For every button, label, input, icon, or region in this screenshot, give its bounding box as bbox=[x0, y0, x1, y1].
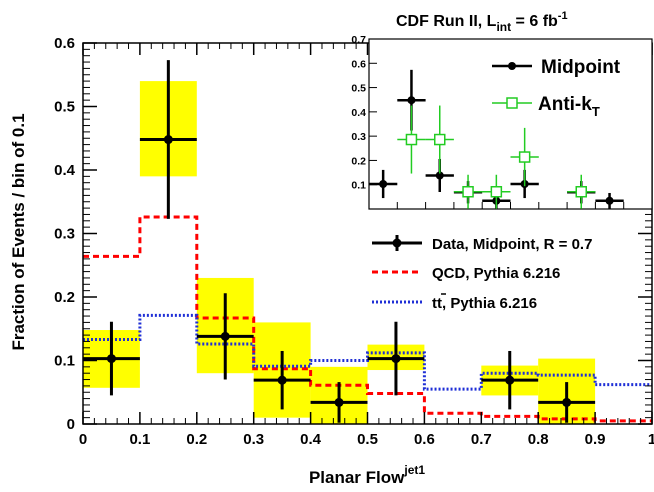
legend-ttbar-t: t bbox=[432, 295, 437, 312]
data-point-7 bbox=[562, 397, 572, 407]
x-axis-label-main: Planar Flow bbox=[309, 468, 405, 487]
inset-y-tick-label-4: 0.4 bbox=[351, 107, 366, 119]
inset-y-tick-label-6: 0.6 bbox=[351, 58, 366, 70]
inset-antikt-point-0 bbox=[405, 133, 418, 146]
data-point-3 bbox=[277, 375, 287, 385]
inset-legend-midpoint-label: Midpoint bbox=[541, 57, 621, 78]
inset-y-tick-label-5: 0.5 bbox=[351, 83, 366, 95]
x-tick-label-7: 0.7 bbox=[471, 431, 492, 448]
data-point-0 bbox=[106, 354, 116, 364]
inset-legend-antikt-sub: T bbox=[592, 104, 600, 119]
x-tick-label-8: 0.8 bbox=[528, 431, 549, 448]
title-subscript: int bbox=[496, 20, 511, 34]
inset-midpoint-point-1 bbox=[407, 96, 416, 105]
y-tick-label-5: 0.5 bbox=[54, 99, 75, 116]
x-axis-label: Planar Flowjet1 bbox=[309, 463, 425, 487]
title-superscript: -1 bbox=[558, 10, 568, 22]
x-axis-label-superscript: jet1 bbox=[403, 463, 425, 477]
inset-antikt-point-4 bbox=[518, 151, 531, 163]
x-tick-label-2: 0.2 bbox=[186, 431, 207, 448]
legend-qcd-label: QCD, Pythia 6.216 bbox=[432, 265, 560, 282]
inset-legend-antikt-main: Anti-k bbox=[538, 94, 592, 115]
x-tick-label-9: 0.9 bbox=[585, 431, 606, 448]
legend-data-marker bbox=[392, 238, 402, 248]
y-tick-label-0: 0 bbox=[67, 416, 75, 433]
data-point-5 bbox=[391, 354, 401, 364]
main-legend: Data, Midpoint, R = 0.7 QCD, Pythia 6.21… bbox=[372, 235, 592, 312]
main-axes: 0 0.1 0.2 0.3 0.4 0.5 0.6 0.7 0.8 0.9 1 0 0.1 0.2 0.3 0… bbox=[54, 35, 654, 448]
y-tick-label-1: 0.1 bbox=[54, 353, 75, 370]
title-value: = 6 fb bbox=[511, 13, 558, 30]
inset-legend: Midpoint Anti-kT bbox=[492, 57, 621, 119]
inset-midpoint-point-0 bbox=[379, 179, 388, 188]
ttbar-histogram bbox=[83, 313, 652, 391]
data-point-1 bbox=[163, 135, 173, 145]
y-tick-label-3: 0.3 bbox=[54, 226, 75, 243]
x-tick-label-0: 0 bbox=[79, 431, 87, 448]
x-tick-label-6: 0.6 bbox=[414, 431, 435, 448]
inset-midpoint-point-7 bbox=[605, 196, 614, 205]
y-tick-label-2: 0.2 bbox=[54, 289, 75, 306]
x-tick-label-4: 0.4 bbox=[300, 431, 322, 448]
data-points bbox=[83, 60, 596, 423]
inset-y-tick-label-3: 0.3 bbox=[351, 131, 366, 143]
inset-y-tick-label-2: 0.2 bbox=[351, 155, 366, 167]
legend-data-label: Data, Midpoint, R = 0.7 bbox=[432, 236, 592, 253]
data-point-2 bbox=[220, 331, 230, 341]
inset-antikt-point-1 bbox=[434, 133, 446, 146]
mc-histograms bbox=[83, 215, 652, 423]
data-point-4 bbox=[334, 397, 344, 407]
x-tick-label-1: 0.1 bbox=[129, 431, 150, 448]
data-point-6 bbox=[505, 375, 515, 385]
inset-antikt-point-2 bbox=[462, 186, 474, 198]
inset-antikt-point-5 bbox=[575, 186, 587, 198]
inset-antikt-point-3 bbox=[490, 186, 503, 198]
inset-legend-antikt-label: Anti-kT bbox=[538, 94, 600, 119]
x-tick-label-10: 1 bbox=[648, 431, 654, 448]
title-main: CDF Run II, L bbox=[396, 13, 497, 30]
legend-ttbar-label: tt, Pythia 6.216 bbox=[432, 295, 537, 312]
y-tick-label-4: 0.4 bbox=[54, 162, 76, 179]
inset-y-tick-label-1: 0.1 bbox=[351, 180, 366, 192]
inset-legend-antikt-marker bbox=[506, 97, 518, 109]
x-tick-label-5: 0.5 bbox=[357, 431, 378, 448]
legend-ttbar-tbar: t bbox=[437, 295, 442, 312]
inset-midpoint-point-2 bbox=[435, 171, 444, 180]
y-tick-label-6: 0.6 bbox=[54, 35, 75, 52]
x-tick-label-3: 0.3 bbox=[243, 431, 264, 448]
inset-y-tick-label-7: 0.7 bbox=[351, 34, 366, 46]
legend-ttbar-rest: , Pythia 6.216 bbox=[442, 295, 537, 312]
y-axis-label: Fraction of Events / bin of 0.1 bbox=[9, 113, 28, 350]
inset-data bbox=[369, 69, 624, 209]
chart-title: CDF Run II, Lint = 6 fb-1 bbox=[396, 10, 568, 34]
inset-legend-midpoint-marker bbox=[508, 62, 516, 70]
